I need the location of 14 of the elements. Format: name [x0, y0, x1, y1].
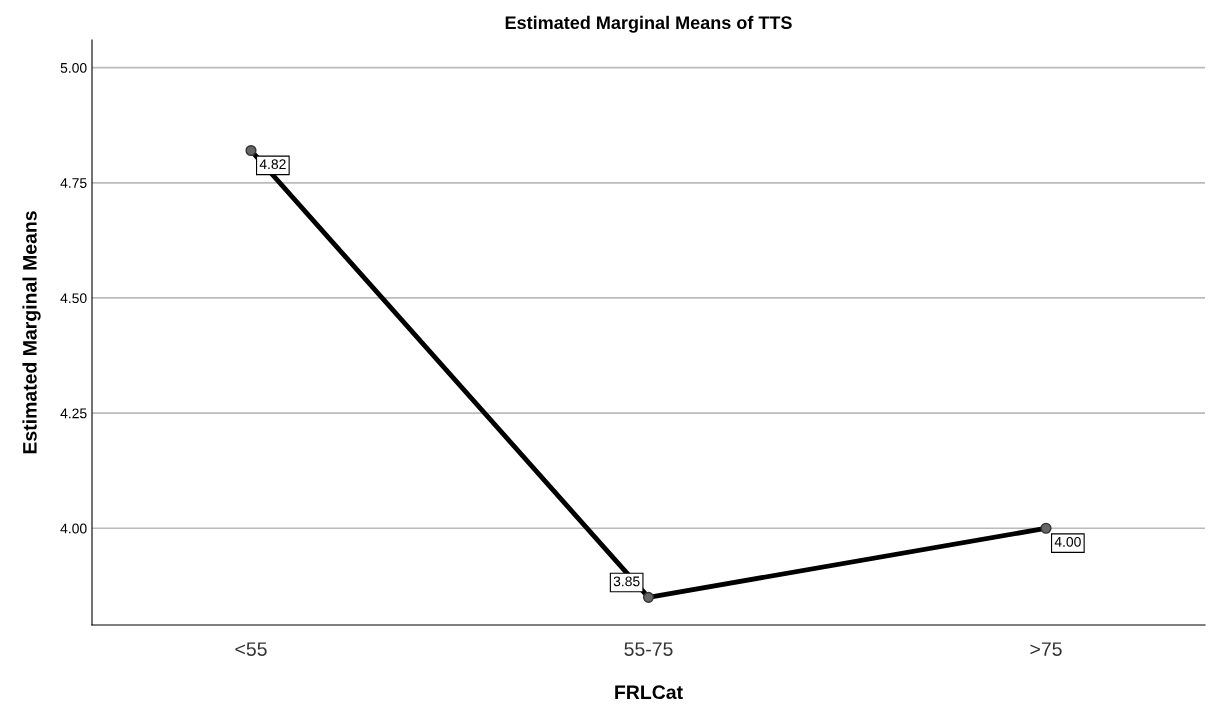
- x-axis-title: FRLCat: [615, 685, 683, 700]
- y-tick-label: 4.00: [60, 523, 87, 534]
- chart-title: Estimated Marginal Means of TTS: [505, 15, 792, 33]
- y-tick-label: 4.25: [60, 408, 87, 419]
- data-label: 4.00: [1054, 536, 1081, 547]
- y-tick-label: 4.75: [60, 178, 87, 188]
- x-tick-label: >75: [1030, 642, 1062, 656]
- x-tick-label: <55: [235, 642, 267, 656]
- y-tick-label: 5.00: [60, 62, 87, 73]
- data-label: 3.85: [613, 576, 640, 587]
- y-axis-title: Estimated Marginal Means: [22, 211, 41, 454]
- x-tick-label: 55-75: [624, 642, 673, 656]
- data-label: 4.82: [259, 159, 286, 170]
- y-tick-label: 4.50: [60, 293, 87, 304]
